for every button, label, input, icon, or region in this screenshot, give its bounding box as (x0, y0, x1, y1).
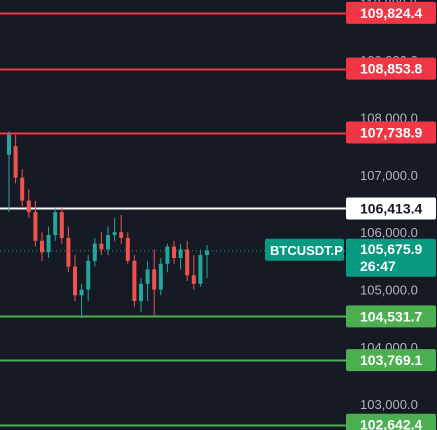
candle-body (158, 263, 163, 290)
candle-up (198, 249, 203, 287)
y-tick-label: 105,000.0 (360, 283, 418, 298)
resistance-price-label: 107,738.9 (346, 121, 436, 144)
candle-down (40, 232, 44, 261)
candle-body (13, 146, 18, 178)
candle-up (46, 226, 51, 258)
candle-body (172, 246, 176, 258)
countdown-text: 26:47 (360, 258, 396, 274)
candle-down (172, 240, 176, 264)
price-label-text: 109,824.4 (360, 5, 422, 21)
candle-up (205, 244, 209, 279)
price-label-text: 102,642.4 (360, 417, 422, 430)
candle-down (152, 249, 157, 316)
candle-down (99, 232, 104, 256)
price-label-bg (346, 197, 436, 220)
candle-down (125, 232, 130, 264)
candle-body (191, 275, 196, 284)
candle-down (26, 189, 31, 218)
resistance-price-label: 109,824.4 (346, 1, 436, 24)
price-label-text: 106,413.4 (360, 200, 422, 216)
candle-body (59, 212, 64, 238)
candle-body (79, 289, 84, 296)
candle-down (59, 206, 64, 244)
candle-down (185, 240, 190, 281)
candle-body (99, 243, 104, 250)
price-label-text: 103,769.1 (360, 352, 422, 368)
candle-body (119, 232, 124, 238)
candle-body (86, 260, 91, 290)
candle-up (86, 255, 91, 301)
price-label-bg (346, 413, 436, 430)
price-label-bg (346, 121, 436, 144)
candle-body (185, 249, 190, 276)
candle-body (26, 200, 31, 213)
pivot-price-label: 106,413.4 (346, 197, 436, 220)
candle-body (205, 250, 209, 256)
candle-up (7, 131, 11, 213)
candle-body (145, 269, 150, 284)
price-label-bg (346, 57, 436, 80)
candle-up (165, 243, 170, 273)
candle-body (106, 235, 110, 250)
symbol-text: BTCUSDT.P (270, 243, 343, 258)
candle-body (53, 212, 58, 236)
candle-up (145, 260, 150, 301)
support-price-label: 103,769.1 (346, 349, 436, 372)
candle-body (165, 246, 170, 264)
candle-down (191, 255, 196, 290)
candle-body (92, 243, 97, 261)
current-price-tag: 105,675.926:47 (346, 238, 436, 277)
candle-body (152, 269, 157, 290)
candle-body (112, 232, 117, 236)
current-price-bg (346, 238, 436, 277)
candle-body (132, 260, 137, 301)
symbol-badge-bg (265, 238, 344, 261)
candle-up (178, 243, 183, 270)
candle-body (33, 212, 38, 241)
candle-body (40, 240, 44, 253)
candle-down (119, 215, 124, 244)
price-label-text: 104,531.7 (360, 308, 422, 324)
price-label-bg (346, 349, 436, 372)
candle-down (132, 255, 137, 307)
candle-down (66, 226, 71, 273)
candle-up (53, 208, 58, 241)
candle-up (92, 237, 97, 267)
candle-body (125, 237, 130, 261)
price-label-bg (346, 1, 436, 24)
candle-body (73, 266, 77, 296)
candle-down (33, 200, 38, 247)
candle-body (178, 249, 183, 258)
candle-body (46, 235, 51, 253)
candle-body (7, 134, 11, 155)
symbol-badge[interactable]: BTCUSDT.P (265, 238, 344, 261)
candle-down (73, 255, 77, 301)
candle-down (13, 134, 18, 184)
resistance-price-label: 108,853.8 (346, 57, 436, 80)
candle-body (66, 237, 71, 267)
candle-up (79, 283, 84, 319)
price-label-text: 107,738.9 (360, 125, 422, 141)
price-label-bg (346, 305, 436, 328)
candle-body (20, 177, 25, 201)
candle-body (198, 255, 203, 284)
price-label-text: 108,853.8 (360, 61, 422, 77)
y-tick-label: 106,000.0 (360, 225, 418, 240)
y-tick-label: 103,000.0 (360, 397, 418, 412)
support-price-label: 102,642.4 (346, 413, 436, 430)
y-tick-label: 107,000.0 (360, 168, 418, 183)
candle-up (106, 226, 110, 256)
candle-down (20, 169, 25, 207)
candle-up (112, 217, 117, 241)
candle-up (158, 258, 163, 296)
support-price-label: 104,531.7 (346, 305, 436, 328)
candle-body (139, 283, 143, 301)
current-price-text: 105,675.9 (360, 241, 422, 257)
candle-up (139, 278, 143, 313)
